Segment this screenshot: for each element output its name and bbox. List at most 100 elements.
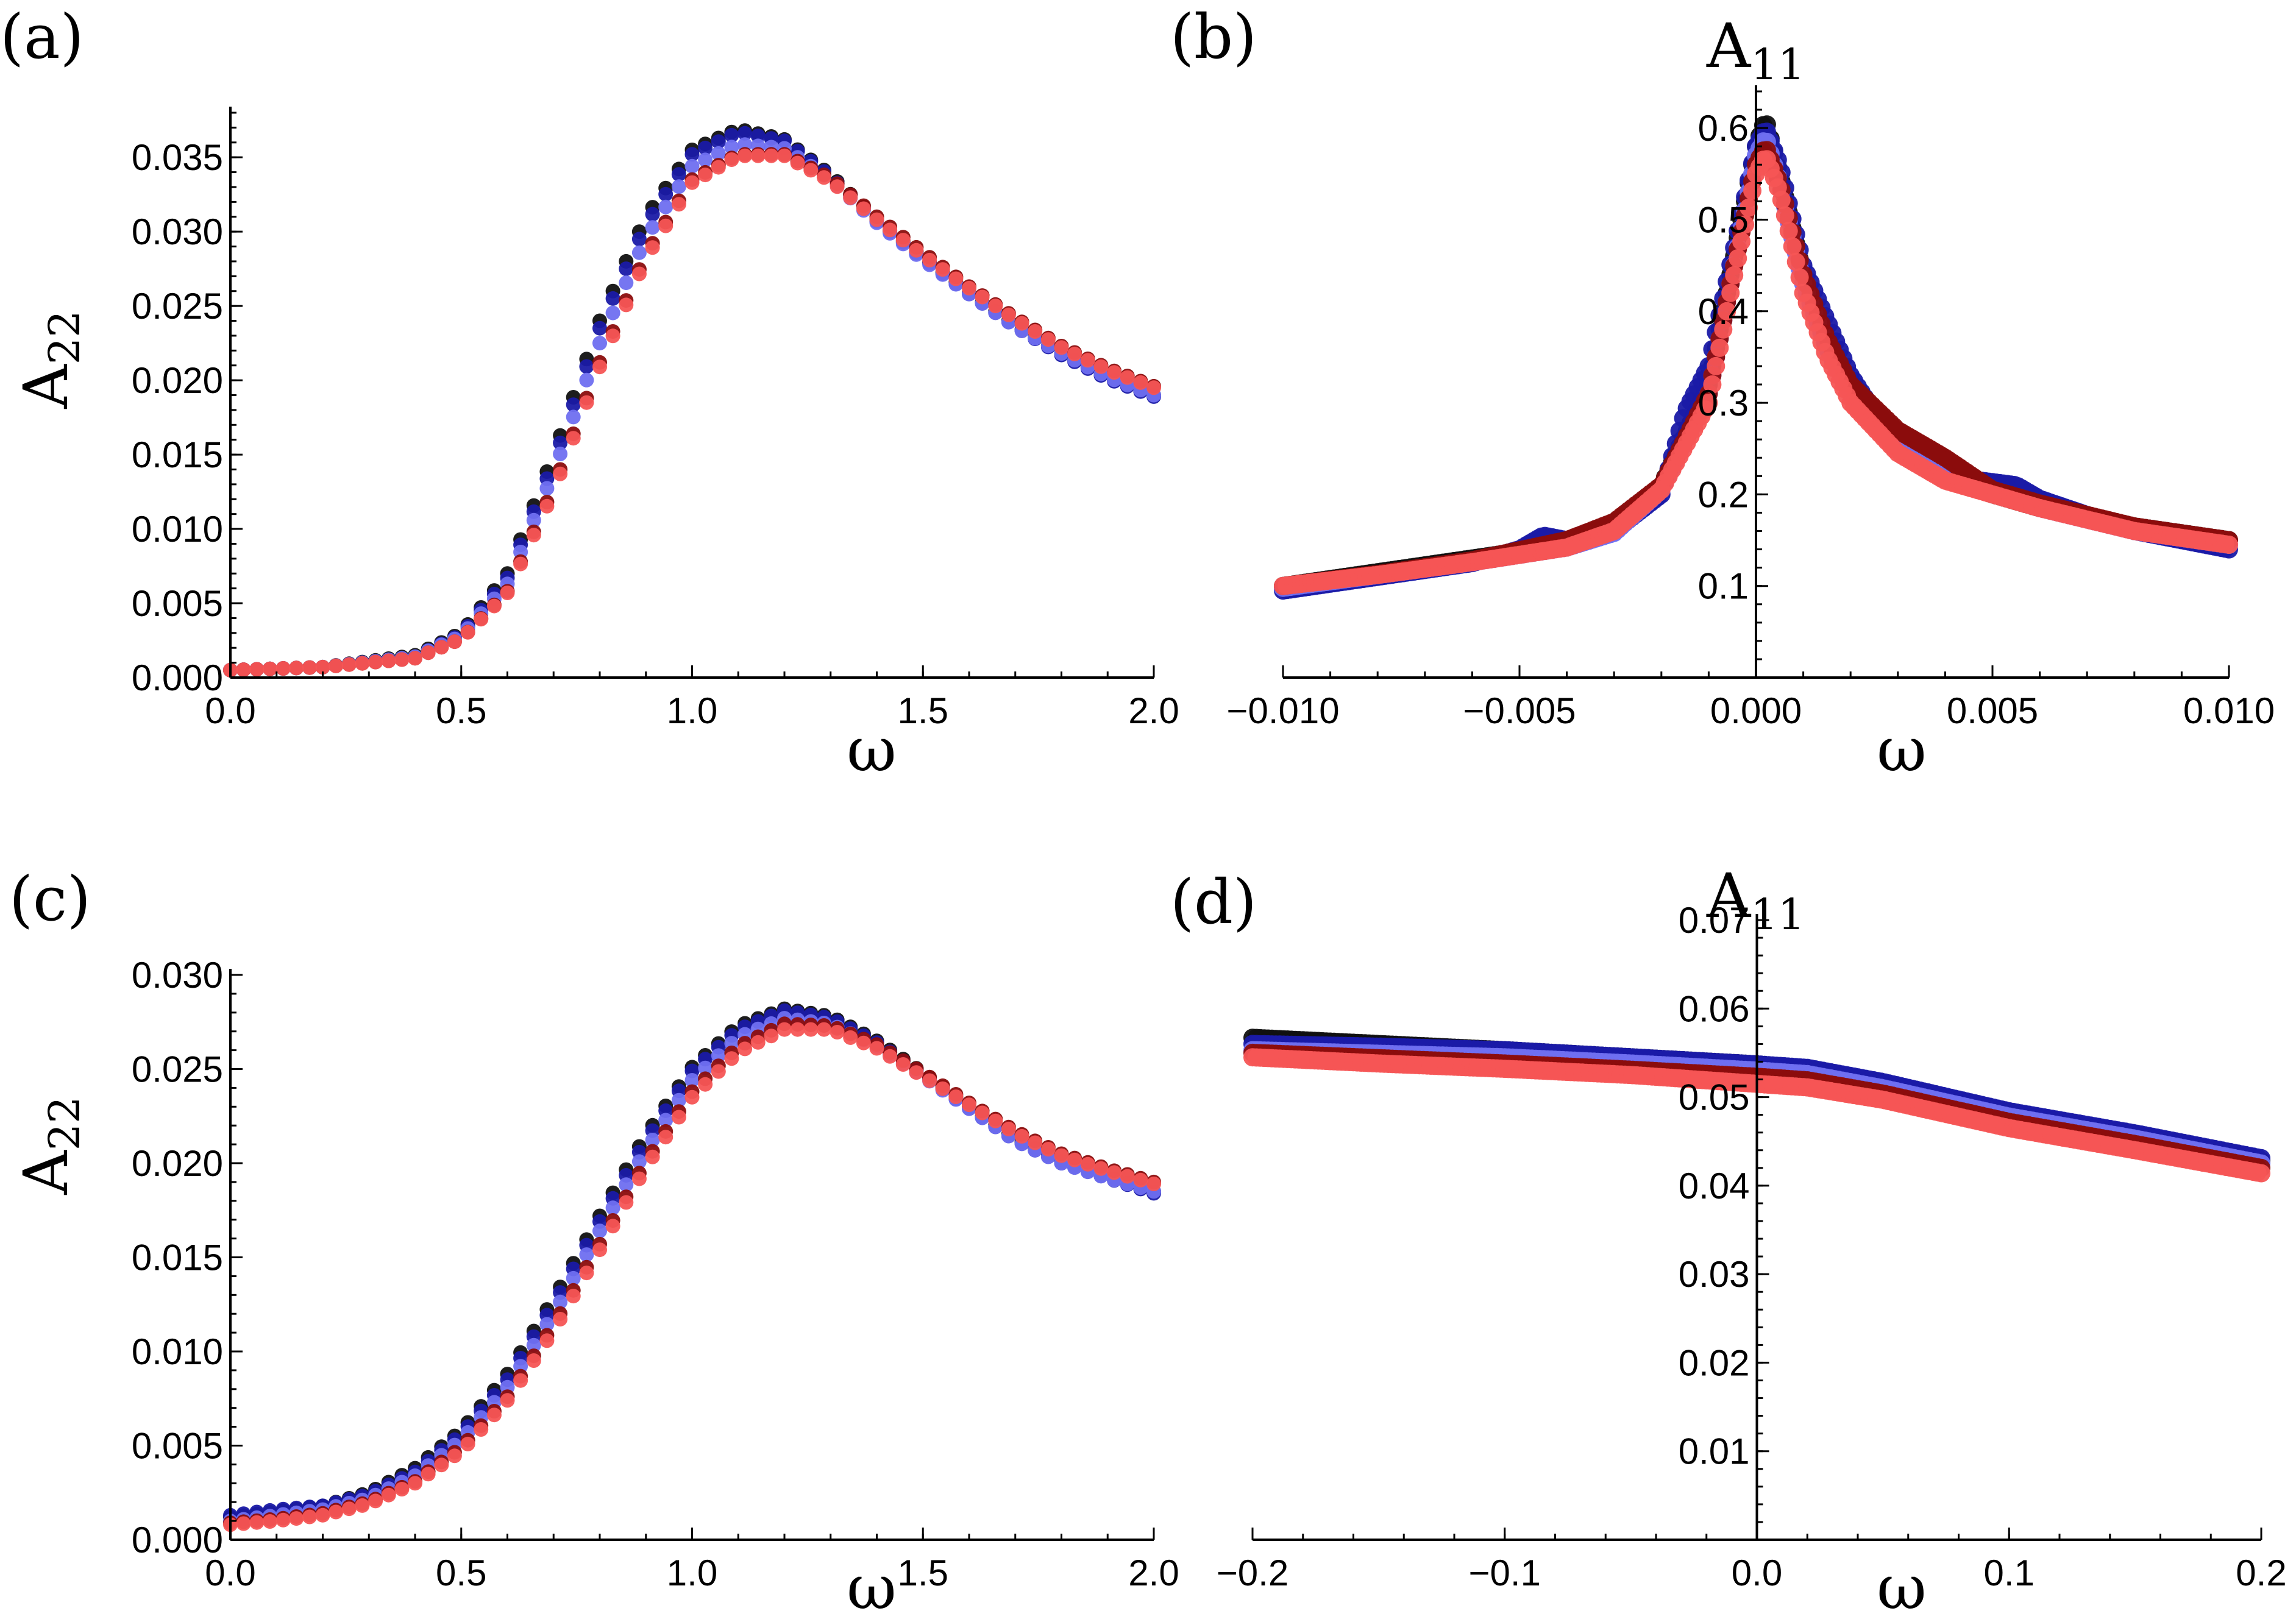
data-point	[1703, 375, 1722, 394]
y-tick-label: 0.030	[132, 211, 223, 252]
data-point	[1120, 1169, 1135, 1184]
data-point	[711, 160, 726, 175]
data-point	[1779, 221, 1798, 240]
data-point	[856, 201, 871, 216]
data-point	[474, 612, 489, 627]
y-tick-label: 0.1	[1698, 566, 1749, 607]
data-point	[698, 168, 713, 183]
data-point	[737, 148, 753, 163]
data-point	[500, 1393, 515, 1408]
x-axis-title: ω	[847, 714, 897, 785]
data-point	[1067, 346, 1082, 361]
data-series	[223, 148, 1161, 678]
x-axis-title: ω	[1877, 1552, 1927, 1622]
data-point	[1107, 1165, 1122, 1180]
data-point	[631, 1171, 647, 1186]
data-point	[1146, 380, 1161, 395]
data-point	[329, 658, 344, 673]
data-point	[434, 640, 449, 655]
data-point	[1772, 191, 1791, 210]
data-point	[236, 1516, 251, 1531]
data-point	[737, 1041, 753, 1057]
data-point	[658, 1113, 674, 1128]
data-point	[909, 243, 924, 258]
data-point	[381, 653, 396, 668]
data-point	[843, 190, 858, 205]
data-point	[790, 155, 805, 171]
data-point	[539, 1317, 555, 1332]
data-point	[447, 1448, 462, 1464]
data-point	[275, 661, 291, 676]
y-tick-label: 0.010	[132, 509, 223, 550]
data-point	[1714, 320, 1733, 339]
x-tick-label: −0.005	[1463, 690, 1576, 731]
data-point	[1014, 316, 1029, 331]
x-tick-label: −0.1	[1469, 1553, 1541, 1593]
data-point	[671, 1093, 686, 1108]
data-point	[553, 1294, 568, 1309]
data-point	[816, 1022, 831, 1037]
data-series	[223, 147, 1161, 678]
data-point	[684, 158, 700, 174]
data-point	[1790, 268, 1809, 287]
data-point	[619, 261, 634, 277]
data-point	[1133, 375, 1148, 390]
data-point	[909, 1065, 924, 1080]
y-tick-label: 0.015	[132, 1238, 223, 1278]
data-point	[830, 179, 845, 194]
y-tick-label: 0.025	[132, 286, 223, 327]
data-point	[935, 262, 950, 277]
data-point	[711, 1064, 726, 1079]
data-point	[764, 148, 779, 163]
data-point	[671, 167, 686, 182]
data-point	[605, 1200, 620, 1216]
data-point	[922, 1073, 937, 1088]
data-point	[883, 1049, 898, 1064]
data-point	[513, 556, 528, 572]
data-point	[711, 134, 726, 149]
x-tick-label: 0.1	[1984, 1553, 2035, 1593]
data-point	[1775, 206, 1794, 225]
data-point	[566, 1270, 581, 1286]
data-point	[724, 127, 739, 143]
data-point	[1725, 266, 1744, 285]
x-tick-label: 0.5	[436, 1553, 486, 1593]
data-point	[750, 148, 766, 163]
data-point	[474, 1422, 489, 1437]
data-point	[486, 1408, 502, 1423]
data-point	[698, 1060, 713, 1075]
data-point	[645, 240, 660, 255]
data-point	[566, 431, 581, 446]
data-point	[579, 1247, 594, 1263]
y-tick-label: 0.035	[132, 137, 223, 178]
data-point	[302, 660, 317, 675]
y-tick-label: 0.5	[1698, 199, 1749, 240]
data-series	[223, 123, 1161, 678]
data-point	[962, 1097, 976, 1113]
data-point	[592, 336, 607, 351]
data-point	[355, 1498, 370, 1513]
data-point	[605, 305, 620, 321]
data-point	[856, 1035, 871, 1050]
data-point	[777, 148, 792, 163]
data-point	[816, 170, 831, 185]
y-tick-label: 0.030	[132, 955, 223, 996]
data-point	[289, 660, 304, 676]
data-point	[447, 634, 462, 650]
data-point	[500, 586, 515, 600]
data-point	[671, 1110, 686, 1125]
data-point	[553, 447, 568, 461]
panel-d: (d) −0.2 −0.1 0.0 0.1 0.2 0.01 0.02 0.03 0.04 0.05…	[1170, 860, 2287, 1622]
data-point	[1146, 1177, 1161, 1191]
data-point	[315, 1507, 330, 1523]
data-point	[605, 1219, 620, 1234]
series-group	[1274, 115, 2238, 600]
y-tick-label: 0.025	[132, 1049, 223, 1090]
data-point	[262, 1514, 277, 1529]
y-tick-label: 0.005	[132, 1426, 223, 1467]
data-point	[698, 140, 713, 155]
y-tick-label: 0.07	[1679, 900, 1750, 941]
data-point	[486, 598, 502, 614]
data-point	[658, 218, 674, 233]
data-point	[895, 233, 911, 248]
